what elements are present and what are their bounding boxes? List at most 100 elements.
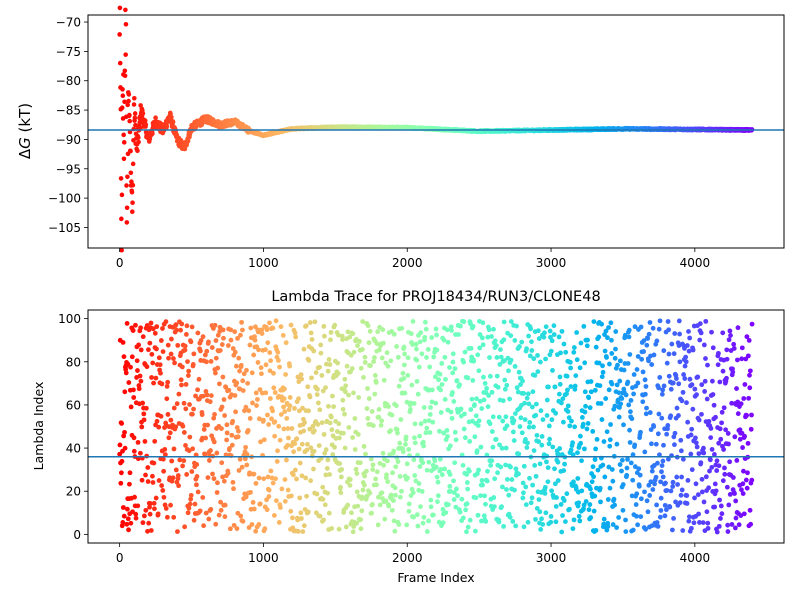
data-point	[582, 389, 588, 395]
data-point	[256, 475, 262, 481]
data-point	[388, 428, 393, 434]
data-point	[293, 334, 299, 340]
data-point	[440, 520, 446, 526]
data-point	[529, 348, 535, 353]
data-point	[745, 470, 750, 476]
data-point	[158, 413, 164, 419]
data-point	[162, 452, 168, 458]
data-point	[133, 122, 138, 128]
data-point	[553, 410, 559, 416]
data-point	[533, 473, 539, 479]
x-tick-label: 1000	[248, 256, 279, 270]
data-point	[374, 482, 379, 488]
data-point	[497, 442, 502, 448]
x-tick-label: 2000	[392, 256, 423, 270]
data-point	[584, 426, 590, 432]
data-point	[168, 417, 174, 423]
data-point	[487, 421, 493, 427]
data-point	[320, 484, 326, 490]
data-point	[619, 457, 625, 463]
data-point	[727, 492, 733, 497]
data-point	[350, 435, 355, 440]
data-point	[190, 446, 196, 452]
data-point	[624, 465, 630, 471]
data-point	[550, 368, 555, 373]
data-point	[734, 458, 740, 463]
data-point	[680, 389, 686, 395]
data-point	[607, 485, 613, 491]
data-point	[131, 102, 137, 107]
data-point	[433, 400, 439, 406]
data-point	[228, 337, 234, 343]
data-point	[334, 429, 340, 434]
data-point	[378, 422, 384, 428]
data-point	[370, 502, 375, 507]
data-point	[500, 484, 505, 490]
data-point	[463, 507, 469, 513]
data-point	[476, 418, 482, 424]
data-point	[281, 396, 287, 402]
data-point	[536, 497, 542, 503]
data-point	[384, 472, 389, 478]
data-point	[680, 528, 686, 533]
data-point	[713, 414, 718, 420]
data-point	[616, 515, 622, 520]
data-point	[158, 370, 163, 376]
data-point	[409, 382, 415, 388]
data-point	[608, 320, 614, 326]
data-point	[143, 122, 149, 127]
data-point	[632, 324, 638, 330]
data-point	[388, 358, 394, 364]
y-tick-label: −75	[56, 45, 81, 59]
data-point	[355, 343, 360, 349]
data-point	[507, 396, 513, 402]
data-point	[369, 409, 375, 414]
data-point	[461, 359, 467, 365]
data-point	[592, 457, 598, 462]
data-point	[323, 472, 329, 478]
data-point	[165, 412, 171, 417]
data-point	[738, 401, 744, 407]
data-point	[138, 347, 144, 353]
data-point	[170, 475, 176, 481]
data-point	[607, 437, 613, 443]
data-point	[552, 481, 558, 487]
data-point	[317, 513, 323, 519]
data-point	[714, 529, 720, 535]
data-point	[222, 514, 228, 520]
data-point	[240, 388, 246, 393]
data-point	[696, 511, 701, 517]
data-point	[243, 444, 249, 450]
data-point	[585, 337, 590, 343]
data-point	[462, 349, 468, 355]
data-point	[368, 363, 373, 369]
data-point	[712, 452, 717, 457]
data-point	[609, 337, 614, 343]
data-point	[483, 519, 489, 524]
data-point	[499, 445, 505, 451]
data-point	[668, 386, 674, 392]
data-point	[602, 348, 608, 354]
data-point	[194, 474, 200, 479]
data-point	[410, 490, 416, 496]
data-point	[283, 340, 289, 346]
data-point	[574, 330, 580, 335]
data-point	[579, 458, 584, 464]
data-point	[250, 499, 256, 505]
data-point	[376, 407, 382, 412]
data-point	[659, 463, 665, 469]
data-point	[595, 467, 601, 473]
data-point	[619, 396, 625, 401]
data-point	[404, 399, 410, 405]
data-point	[204, 359, 209, 365]
data-point	[253, 390, 259, 396]
data-point	[390, 470, 395, 476]
data-point	[118, 176, 124, 181]
data-point	[338, 474, 344, 480]
data-point	[185, 359, 190, 365]
data-point	[313, 370, 319, 375]
data-point	[638, 324, 644, 330]
data-point	[471, 358, 477, 364]
data-point	[350, 529, 356, 535]
data-point	[530, 482, 536, 488]
